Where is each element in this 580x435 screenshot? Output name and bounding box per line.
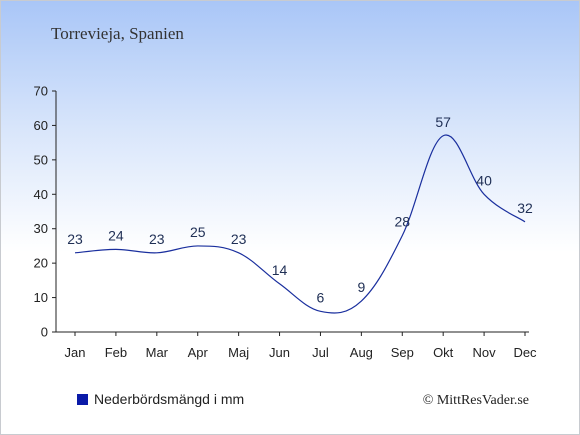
data-label: 14 xyxy=(272,262,288,278)
x-tick-label: Jun xyxy=(269,345,290,360)
data-label: 6 xyxy=(317,289,325,305)
x-tick-label: Feb xyxy=(105,345,127,360)
data-label: 23 xyxy=(67,231,83,247)
legend-label: Nederbördsmängd i mm xyxy=(94,391,244,407)
axes xyxy=(55,91,529,333)
y-axis-ticks: 0 10 20 30 40 50 60 70 xyxy=(34,84,56,340)
chart-title: Torrevieja, Spanien xyxy=(51,24,184,43)
x-tick-label: Jul xyxy=(312,345,329,360)
data-label: 23 xyxy=(149,231,165,247)
x-tick-label: Nov xyxy=(473,345,497,360)
x-tick-label: Dec xyxy=(513,345,537,360)
data-label: 40 xyxy=(476,172,492,188)
y-tick-label: 20 xyxy=(34,256,48,271)
legend-swatch xyxy=(77,394,88,405)
data-label: 25 xyxy=(190,224,206,240)
credit-text[interactable]: © MittResVader.se xyxy=(423,393,529,408)
data-label: 24 xyxy=(108,227,124,243)
data-label: 57 xyxy=(435,114,451,130)
data-label: 28 xyxy=(394,214,410,230)
x-tick-label: Mar xyxy=(146,345,169,360)
y-tick-label: 10 xyxy=(34,290,48,305)
x-tick-label: Jan xyxy=(65,345,86,360)
y-tick-label: 70 xyxy=(34,84,48,99)
x-tick-label: Maj xyxy=(228,345,249,360)
y-tick-label: 60 xyxy=(34,118,48,133)
x-axis-ticks: Jan Feb Mar Apr Maj Jun Jul Aug Sep Okt Nov Dec xyxy=(65,332,537,360)
data-labels: 23 24 23 25 23 14 6 9 28 57 40 32 xyxy=(67,114,533,306)
data-label: 9 xyxy=(357,279,365,295)
y-tick-label: 0 xyxy=(41,325,48,340)
series-line-precipitation xyxy=(74,134,526,314)
y-tick-label: 50 xyxy=(34,152,48,167)
x-tick-label: Sep xyxy=(391,345,414,360)
x-tick-label: Okt xyxy=(433,345,454,360)
y-tick-label: 30 xyxy=(34,221,48,236)
x-tick-label: Apr xyxy=(188,345,209,360)
x-tick-label: Aug xyxy=(350,345,373,360)
data-label: 32 xyxy=(517,200,533,216)
data-label: 23 xyxy=(231,231,247,247)
y-tick-label: 40 xyxy=(34,187,48,202)
